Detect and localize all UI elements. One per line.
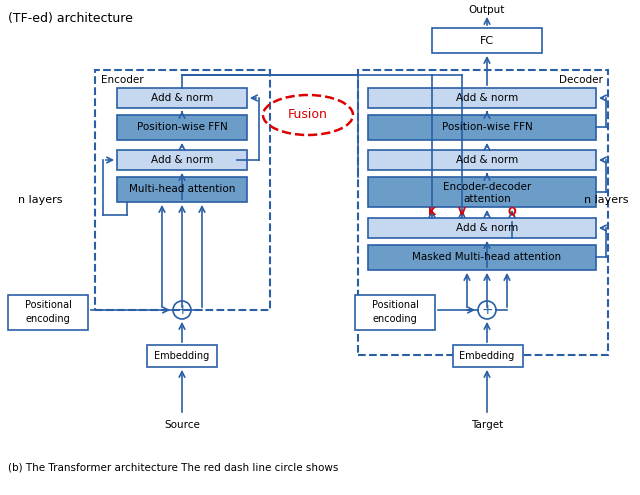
Text: Add & norm: Add & norm	[151, 155, 213, 165]
Text: FC: FC	[480, 36, 494, 46]
FancyBboxPatch shape	[368, 218, 596, 238]
Text: Add & norm: Add & norm	[456, 223, 518, 233]
FancyBboxPatch shape	[368, 177, 596, 207]
Text: n layers: n layers	[18, 195, 63, 205]
FancyBboxPatch shape	[355, 295, 435, 330]
FancyBboxPatch shape	[368, 245, 596, 270]
Text: +: +	[481, 303, 493, 317]
Text: Target: Target	[471, 420, 503, 430]
Text: V: V	[458, 207, 466, 217]
Text: Source: Source	[164, 420, 200, 430]
Text: encoding: encoding	[26, 313, 70, 324]
FancyBboxPatch shape	[117, 177, 247, 202]
FancyBboxPatch shape	[368, 115, 596, 140]
FancyBboxPatch shape	[368, 88, 596, 108]
Text: Position-wise FFN: Position-wise FFN	[442, 122, 532, 133]
FancyBboxPatch shape	[147, 345, 217, 367]
FancyBboxPatch shape	[117, 150, 247, 170]
Text: Q: Q	[508, 207, 516, 217]
FancyBboxPatch shape	[117, 88, 247, 108]
Text: Encoder: Encoder	[101, 75, 143, 85]
Text: Positional: Positional	[24, 300, 72, 310]
Text: Encoder-decoder: Encoder-decoder	[443, 182, 531, 192]
Text: Embedding: Embedding	[154, 351, 210, 361]
Text: Fusion: Fusion	[288, 108, 328, 121]
Text: Decoder: Decoder	[559, 75, 603, 85]
Text: (b) The Transformer architecture The red dash line circle shows: (b) The Transformer architecture The red…	[8, 463, 339, 473]
FancyBboxPatch shape	[432, 28, 542, 53]
Text: Multi-head attention: Multi-head attention	[129, 185, 235, 195]
Text: Add & norm: Add & norm	[456, 155, 518, 165]
Text: attention: attention	[463, 194, 511, 204]
Text: Embedding: Embedding	[460, 351, 515, 361]
Text: (TF-ed) architecture: (TF-ed) architecture	[8, 12, 133, 25]
FancyBboxPatch shape	[8, 295, 88, 330]
Text: Position-wise FFN: Position-wise FFN	[136, 122, 227, 133]
FancyBboxPatch shape	[453, 345, 523, 367]
Text: Masked Multi-head attention: Masked Multi-head attention	[412, 252, 561, 262]
Text: Output: Output	[469, 5, 505, 15]
FancyBboxPatch shape	[368, 150, 596, 170]
Text: encoding: encoding	[372, 313, 417, 324]
Text: n layers: n layers	[584, 195, 628, 205]
Text: K: K	[428, 207, 436, 217]
Text: +: +	[176, 303, 188, 317]
Text: Add & norm: Add & norm	[151, 93, 213, 103]
Text: Add & norm: Add & norm	[456, 93, 518, 103]
FancyBboxPatch shape	[117, 115, 247, 140]
Text: Positional: Positional	[372, 300, 419, 310]
